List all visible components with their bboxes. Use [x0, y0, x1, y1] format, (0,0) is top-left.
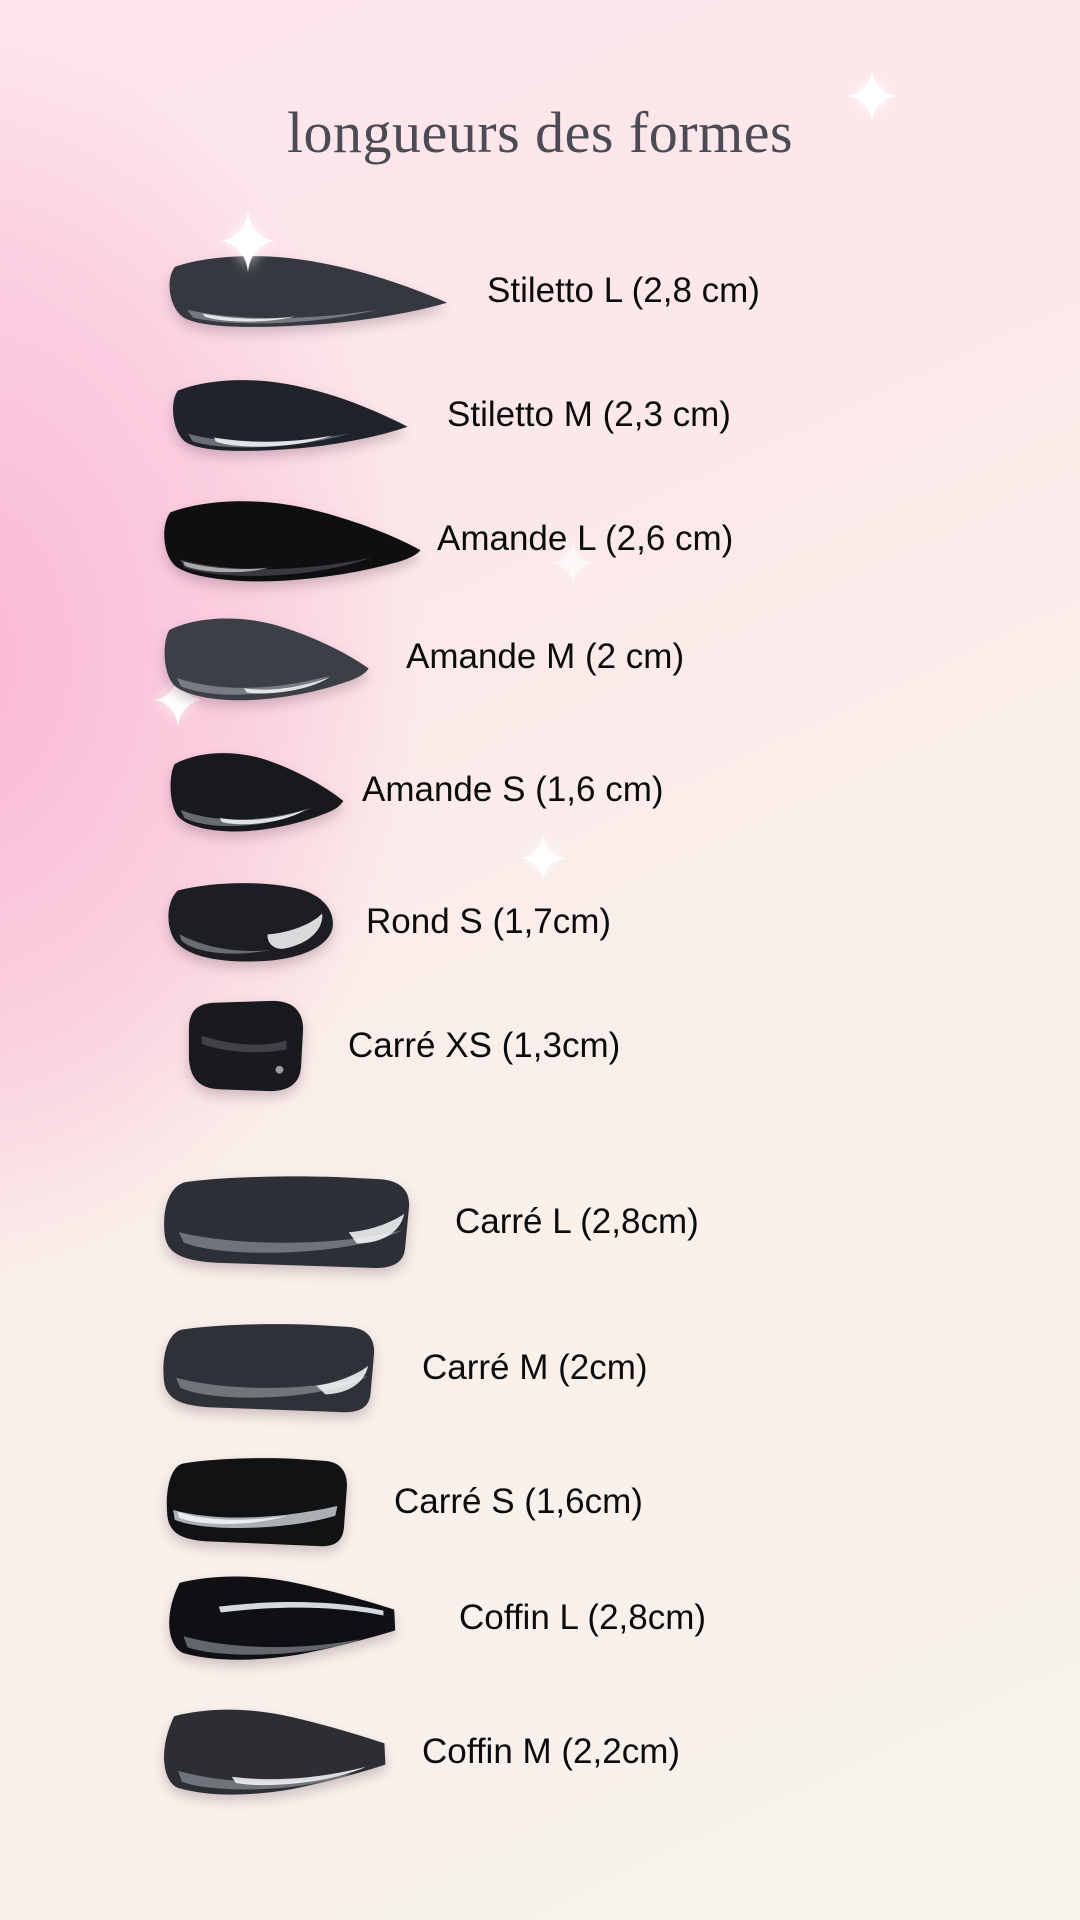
nail-label: Amande S (1,6 cm) [362, 770, 664, 809]
nail-image-amande-s [170, 753, 344, 832]
sparkle-icon [520, 835, 566, 881]
nail-body [164, 501, 421, 582]
nail-gloss [201, 1035, 287, 1053]
sparkle-icon [552, 542, 594, 584]
nail-gloss [275, 1065, 284, 1074]
nail-image-coffin-m [164, 1709, 386, 1795]
nail-label: Rond S (1,7cm) [366, 902, 612, 941]
nail-gloss [214, 435, 333, 447]
sparkle-star [221, 210, 275, 272]
page-title: longueurs des formes [286, 100, 794, 165]
nail-gloss [219, 810, 305, 825]
nail-body [169, 256, 448, 327]
nail-label: Coffin L (2,8cm) [459, 1598, 707, 1637]
nail-gloss [183, 561, 269, 573]
nail-gloss [348, 1213, 405, 1244]
nail-label: Coffin M (2,2cm) [422, 1732, 681, 1771]
nail-gloss [176, 1375, 369, 1398]
sparkle-star [552, 542, 594, 584]
nail-label: Carré L (2,8cm) [455, 1202, 699, 1241]
nail-image-carre-l [164, 1176, 410, 1269]
nail-gloss [202, 313, 296, 322]
nail-image-carre-m [163, 1324, 375, 1413]
sparkle-icon [221, 210, 275, 272]
nail-label: Carré M (2cm) [422, 1348, 648, 1387]
nail-gloss [231, 1766, 367, 1786]
sparkle-icon [154, 674, 202, 726]
nail-body [166, 1458, 347, 1547]
nail-body [173, 380, 408, 451]
nail-image-amande-m [164, 618, 369, 701]
nail-gloss [179, 934, 272, 954]
nail-gloss [316, 1366, 369, 1395]
nail-image-coffin-l [169, 1576, 396, 1660]
nail-image-amande-l [164, 501, 421, 582]
nail-image-stiletto-l [169, 256, 448, 327]
nail-gloss [178, 1230, 403, 1253]
nail-image-stiletto-m [173, 380, 408, 451]
nail-label: Stiletto L (2,8 cm) [487, 271, 760, 310]
nail-label: Stiletto M (2,3 cm) [447, 395, 731, 434]
nail-label: Amande L (2,6 cm) [437, 519, 734, 558]
nail-gloss [178, 1770, 352, 1790]
nail-gloss [218, 1602, 384, 1616]
nail-gloss [176, 675, 330, 695]
nail-label: Amande M (2 cm) [406, 637, 685, 676]
nail-body [168, 883, 333, 962]
nail-image-carre-xs [188, 1000, 304, 1092]
nail-gloss [177, 1511, 287, 1525]
sparkle-icon [847, 71, 897, 121]
nail-gloss [244, 676, 330, 694]
nail-body [164, 1709, 386, 1795]
nail-image-rond-s [168, 883, 333, 962]
nail-gloss [267, 913, 323, 949]
sparkle-star [847, 71, 897, 121]
nail-image-carre-s [166, 1458, 347, 1547]
nail-body [164, 1176, 410, 1269]
nail-body [188, 1000, 304, 1092]
nail-label: Carré XS (1,3cm) [348, 1026, 621, 1065]
nail-gloss [183, 1636, 361, 1655]
sparkle-star [154, 674, 202, 726]
nail-body [163, 1324, 375, 1413]
nail-body [169, 1576, 396, 1660]
nail-gloss [180, 808, 311, 827]
nail-label: Carré S (1,6cm) [394, 1482, 643, 1521]
sparkle-star [520, 835, 566, 881]
